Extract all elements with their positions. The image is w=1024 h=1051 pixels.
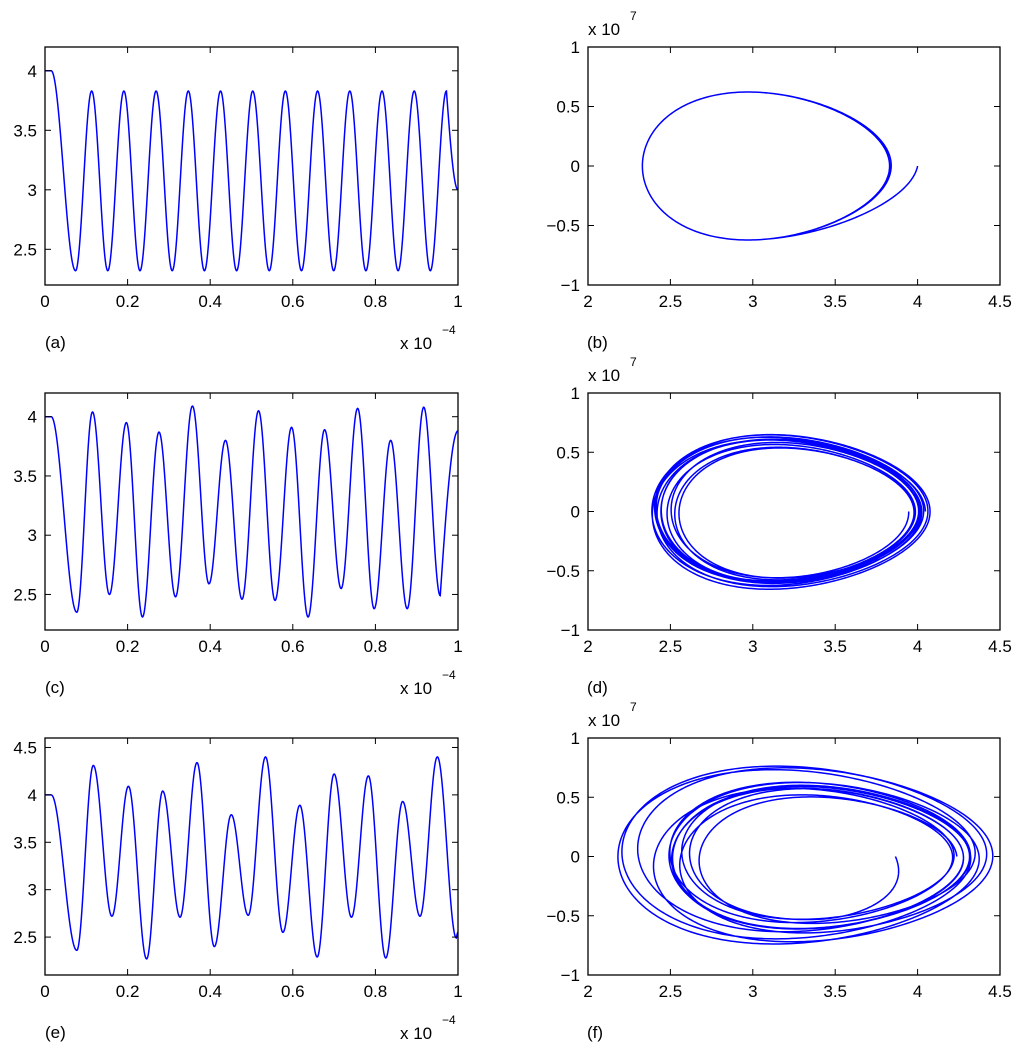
x-tick-label: 4.5 [988,982,1012,1001]
y-multiplier-label: x 10 [588,20,620,39]
y-tick-label: 4 [28,62,37,81]
x-tick-label: 4.5 [988,637,1012,656]
x-tick-label: 0.2 [116,982,140,1001]
x-tick-label: 1 [453,637,462,656]
x-tick-label: 3.5 [823,982,847,1001]
y-tick-label: 2.5 [13,240,37,259]
y-tick-label: 4 [28,408,37,427]
series-line-c [45,405,458,618]
x-tick-label: 0.4 [198,292,222,311]
y-tick-label: 4 [28,786,37,805]
axes-frame-e [44,737,459,976]
x-tick-label: 0.6 [281,292,305,311]
y-tick-label: 1 [571,384,580,403]
axes-frame-a [44,46,459,286]
y-tick-label: 3 [28,181,37,200]
y-tick-label: −0.5 [546,907,580,926]
x-multiplier-label: x 10 [400,334,432,353]
series-line-e [45,756,458,960]
y-multiplier-exponent: 7 [630,355,637,369]
y-tick-label: 3 [28,526,37,545]
x-tick-label: 0 [40,292,49,311]
y-tick-label: −0.5 [546,562,580,581]
y-tick-label: 2.5 [13,928,37,947]
panel-label: (a) [45,333,66,352]
x-multiplier-exponent: −4 [442,1013,456,1027]
y-tick-label: 3 [28,881,37,900]
x-tick-label: 0.8 [364,637,388,656]
x-multiplier-exponent: −4 [442,323,456,337]
x-tick-label: 4.5 [988,292,1012,311]
chart-panel-e: 0 0.2 0.4 0.6 0.8 1 2.5 3 3.5 4 4.5 (e) x 10 −4 [13,737,463,1043]
panel-label: (c) [45,678,65,697]
x-tick-label: 2.5 [659,292,683,311]
y-tick-label: 1 [571,729,580,748]
x-tick-label: 1 [453,982,462,1001]
y-multiplier-label: x 10 [588,711,620,730]
x-tick-label: 2 [583,292,592,311]
x-tick-label: 4 [913,292,922,311]
x-tick-label: 3 [748,982,757,1001]
y-multiplier-exponent: 7 [630,700,637,714]
y-tick-label: 1 [571,38,580,57]
chart-panel-d: 2 2.5 3 3.5 4 4.5 −1 −0.5 0 0.5 1 (d) x 10 7 [546,355,1011,697]
y-tick-label: −1 [561,621,580,640]
x-tick-label: 2 [583,637,592,656]
series-line-d [651,433,931,590]
y-tick-label: 0.5 [556,443,580,462]
x-tick-label: 0 [40,982,49,1001]
x-tick-label: 0.2 [116,292,140,311]
chart-panel-b: 2 2.5 3 3.5 4 4.5 −1 −0.5 0 0.5 1 (b) x 10 7 [546,9,1011,352]
panel-label: (f) [587,1023,603,1042]
x-tick-label: 3 [748,292,757,311]
x-tick-label: 0.6 [281,982,305,1001]
panel-label: (d) [587,678,608,697]
panel-label: (b) [587,333,608,352]
y-tick-label: 0 [571,503,580,522]
chart-panel-c: 0 0.2 0.4 0.6 0.8 1 2.5 3 3.5 4 (c) x 10 −4 [13,392,463,698]
x-tick-label: 0.4 [198,982,222,1001]
y-tick-label: 0.5 [556,788,580,807]
x-tick-label: 0 [40,637,49,656]
x-tick-label: 3 [748,637,757,656]
x-tick-label: 0.6 [281,637,305,656]
y-tick-label: −0.5 [546,217,580,236]
x-tick-label: 3.5 [823,292,847,311]
x-tick-label: 2.5 [659,982,683,1001]
y-multiplier-label: x 10 [588,366,620,385]
y-tick-label: 2.5 [13,585,37,604]
x-tick-label: 3.5 [823,637,847,656]
y-multiplier-exponent: 7 [630,9,637,23]
x-tick-label: 4 [913,982,922,1001]
y-tick-label: 3.5 [13,121,37,140]
y-tick-label: 0 [571,848,580,867]
series-line-b [641,91,919,241]
x-multiplier-exponent: −4 [442,668,456,682]
series-line-f [617,765,994,945]
x-tick-label: 0.8 [364,292,388,311]
x-tick-label: 0.8 [364,982,388,1001]
x-tick-label: 4 [913,637,922,656]
panel-label: (e) [45,1023,66,1042]
chart-panel-a: 0 0.2 0.4 0.6 0.8 1 2.5 3 3.5 4 (a) x 10 −4 [13,46,463,353]
x-tick-label: 0.4 [198,637,222,656]
y-tick-label: −1 [561,276,580,295]
series-line-a [45,70,458,272]
y-tick-label: 3.5 [13,467,37,486]
x-tick-label: 2 [583,982,592,1001]
x-multiplier-label: x 10 [400,1024,432,1043]
y-tick-label: 0 [571,157,580,176]
x-multiplier-label: x 10 [400,679,432,698]
y-tick-label: 4.5 [13,738,37,757]
axes-frame-c [44,392,459,631]
y-tick-label: 0.5 [556,98,580,117]
y-tick-label: −1 [561,966,580,985]
chart-panel-f: 2 2.5 3 3.5 4 4.5 −1 −0.5 0 0.5 1 (f) x 10 7 [546,700,1011,1042]
x-tick-label: 1 [453,292,462,311]
x-tick-label: 2.5 [659,637,683,656]
y-tick-label: 3.5 [13,833,37,852]
x-tick-label: 0.2 [116,637,140,656]
